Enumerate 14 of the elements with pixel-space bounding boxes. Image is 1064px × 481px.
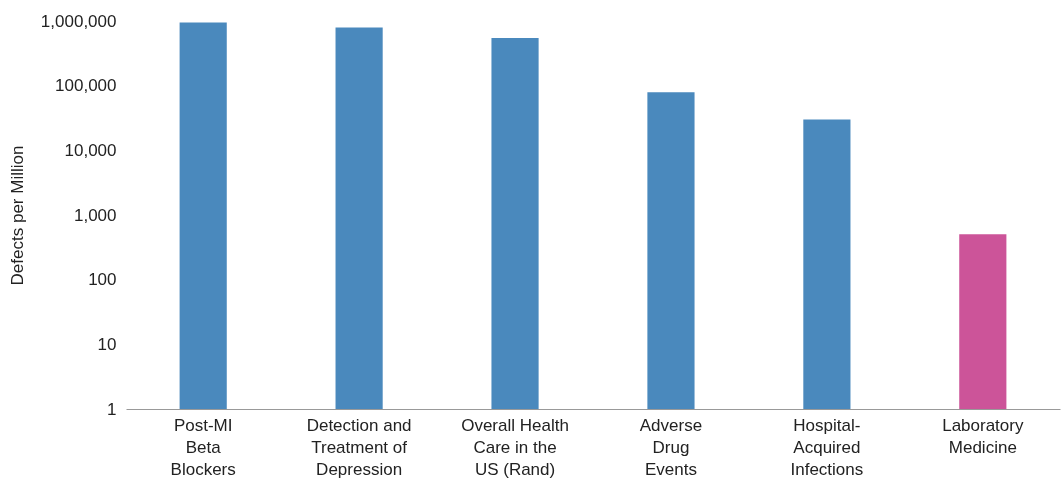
x-tick-label: Detection and Treatment of Depression <box>306 415 412 479</box>
x-tick-label: Adverse Drug Events <box>639 415 703 479</box>
y-tick-label: 1 <box>107 399 117 419</box>
y-tick-label: 100 <box>88 270 117 290</box>
y-tick-label: 1,000 <box>73 205 117 225</box>
y-tick-label: 10,000 <box>64 140 117 160</box>
y-tick-label: 100,000 <box>55 76 117 96</box>
y-axis-title: Defects per Million <box>7 145 27 286</box>
x-tick-label: Laboratory Medicine <box>942 415 1024 457</box>
x-tick-label: Overall Health Care in the US (Rand) <box>461 415 569 479</box>
x-tick-label: Post-MI Beta Blockers <box>170 415 236 479</box>
y-tick-label: 10 <box>97 334 117 354</box>
y-tick-label: 1,000,000 <box>40 11 117 31</box>
x-tick-label: Hospital- Acquired Infections <box>790 415 864 479</box>
